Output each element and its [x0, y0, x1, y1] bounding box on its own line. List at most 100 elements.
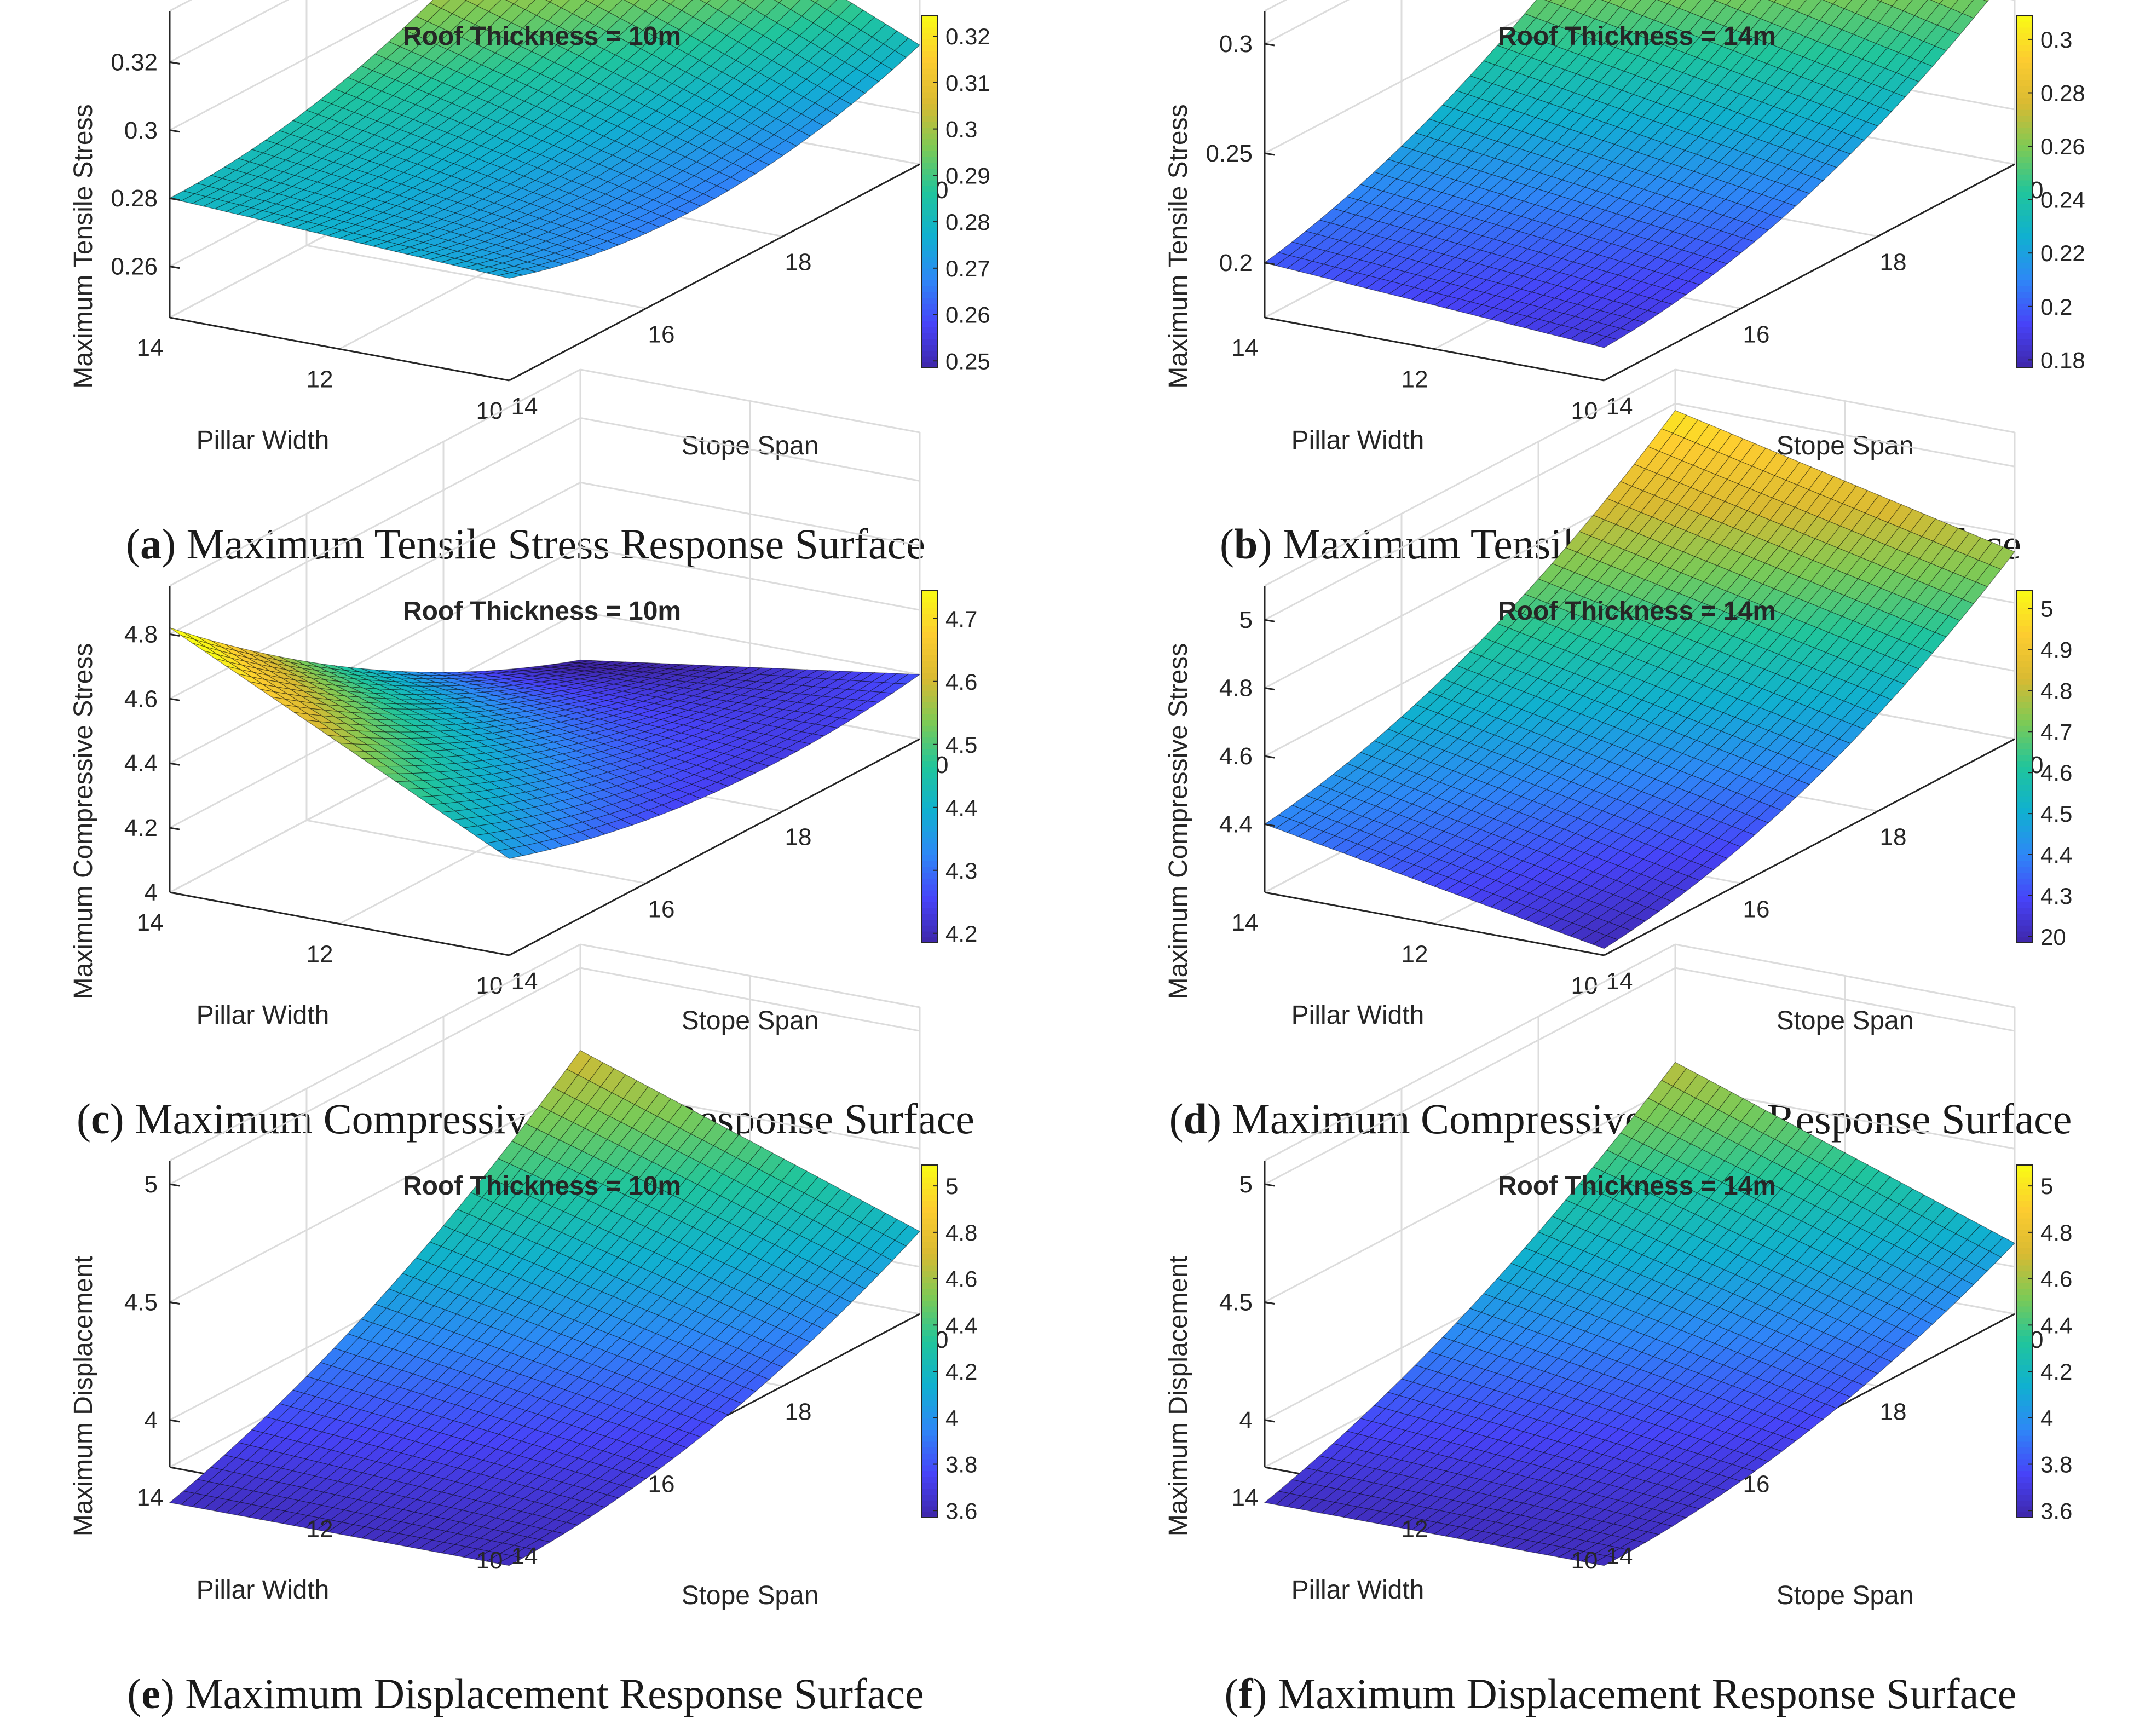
surface-patch — [615, 42, 642, 61]
colorbar: 0.180.20.220.240.260.280.3 — [2016, 15, 2085, 373]
colorbar-segment — [921, 145, 938, 151]
surface-patch — [778, 0, 801, 10]
caption-letter: b — [1234, 520, 1258, 568]
colorbar-segment — [2016, 678, 2033, 685]
panel-c: 44.24.44.64.814161820101214Stope SpanPil… — [69, 368, 977, 1143]
surface-patch — [662, 136, 689, 152]
surface-patch — [1757, 124, 1784, 144]
colorbar-segment — [921, 268, 938, 275]
surface-patch — [573, 159, 600, 174]
surface-patch — [1673, 132, 1699, 151]
colorbar-segment — [921, 884, 938, 891]
surface-patch — [1365, 278, 1393, 292]
surface-patch — [558, 13, 585, 33]
surface-patch — [1783, 11, 1809, 33]
surface-patch — [775, 107, 802, 125]
colorbar-segment — [921, 855, 938, 861]
surface-patch — [596, 168, 622, 182]
z-tick-label: 0.25 — [1206, 140, 1253, 167]
colorbar-segment — [921, 262, 938, 269]
surface-patch — [762, 22, 789, 43]
colorbar-segment — [2016, 596, 2033, 603]
surface-patch — [737, 28, 764, 49]
surface-patch — [1760, 2, 1786, 24]
colorbar-segment — [921, 913, 938, 920]
surface-patch — [816, 73, 843, 93]
colorbar-segment — [921, 227, 938, 234]
colorbar-segment — [921, 819, 938, 826]
y-tick-label: 12 — [307, 941, 333, 968]
surface-patch — [1785, 0, 1807, 12]
colorbar-segment — [921, 62, 938, 69]
surface-patch — [746, 144, 772, 160]
surface-patch — [729, 2, 755, 24]
surface-patch — [1739, 78, 1766, 99]
colorbar: 204.34.44.54.64.74.84.95 — [2016, 590, 2072, 950]
surface-patch — [1648, 44, 1675, 65]
colorbar-segment — [921, 244, 938, 251]
surface-patch — [674, 201, 702, 214]
surface-patch — [721, 60, 748, 79]
surface-patch — [1469, 292, 1497, 305]
surface-patch — [464, 0, 467, 1]
surface-patch — [782, 54, 809, 74]
surface-patch — [1830, 8, 1856, 31]
colorbar-segment — [921, 690, 938, 697]
surface-patch — [1780, 32, 1807, 53]
colorbar-segment — [921, 356, 938, 363]
colorbar-segment — [2016, 56, 2033, 63]
surface-patch — [1413, 277, 1440, 291]
colorbar-segment — [2016, 925, 2033, 932]
surface-patch — [1735, 14, 1761, 36]
surface-patch — [1411, 290, 1438, 303]
colorbar-segment — [921, 203, 938, 210]
caption-prefix: ( — [126, 520, 140, 568]
surface-patch — [541, 200, 568, 212]
colorbar-segment — [921, 215, 938, 222]
surface-patch — [714, 111, 741, 129]
surface-patch — [626, 48, 653, 67]
colorbar-segment — [921, 274, 938, 280]
colorbar-segment — [2016, 808, 2033, 814]
surface-patch — [691, 100, 718, 118]
y-tick-label: 10 — [476, 397, 503, 424]
colorbar-segment — [921, 174, 938, 181]
surface-patch — [682, 162, 709, 176]
surface-patch — [567, 125, 593, 141]
surface-patch — [1771, 6, 1797, 28]
colorbar-segment — [2016, 174, 2033, 181]
panel-d: 4.44.64.8514161820101214Stope SpanPillar… — [1164, 368, 2072, 1143]
colorbar-segment — [2016, 613, 2033, 620]
colorbar-tick-label: 4.9 — [2040, 637, 2072, 663]
z-tick — [1264, 687, 1275, 691]
colorbar-segment — [921, 649, 938, 656]
surface-patch — [1673, 32, 1700, 54]
surface-patch — [1643, 83, 1670, 103]
colorbar: 0.250.260.270.280.290.30.310.32 — [921, 15, 990, 374]
colorbar-tick-label: 0.26 — [2040, 134, 2085, 159]
surface-patch — [757, 149, 784, 165]
surface-patch — [1689, 100, 1716, 119]
surface-patch — [570, 233, 597, 244]
colorbar-segment — [2016, 696, 2033, 702]
colorbar-segment — [2016, 121, 2033, 128]
surface-patch — [1789, 56, 1815, 77]
surface-patch — [619, 4, 646, 25]
z-tick-label: 4.8 — [1219, 675, 1253, 702]
colorbar-segment — [2016, 778, 2033, 785]
colorbar-segment — [2016, 684, 2033, 691]
surface-patch — [666, 105, 693, 122]
colorbar-segment — [921, 209, 938, 216]
surface-patch — [810, 29, 837, 50]
colorbar-segment — [921, 103, 938, 110]
surface-patch — [1823, 70, 1849, 90]
surface-patch — [556, 239, 584, 249]
colorbar-segment — [921, 596, 938, 603]
surface-patch — [688, 193, 716, 207]
colorbar-segment — [2016, 274, 2033, 280]
surface-patch — [1659, 146, 1686, 164]
surface-patch — [1805, 20, 1831, 42]
surface-patch — [1675, 114, 1702, 134]
surface-patch — [872, 24, 898, 44]
